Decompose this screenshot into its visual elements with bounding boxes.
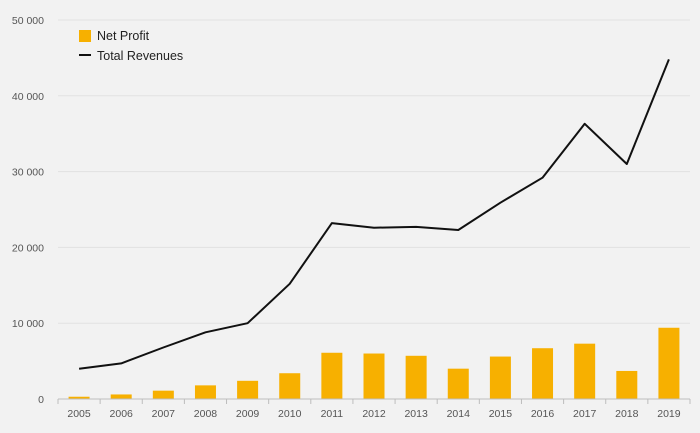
x-tick-label: 2012	[362, 408, 386, 420]
bar-net-profit	[363, 353, 385, 399]
x-tick-label: 2005	[67, 408, 91, 420]
bar-net-profit	[110, 394, 132, 399]
bar-net-profit	[489, 356, 511, 399]
y-tick-label: 0	[38, 394, 44, 406]
x-tick-label: 2017	[573, 408, 597, 420]
y-tick-label: 30 000	[12, 167, 44, 179]
grid-layer	[58, 19, 690, 324]
line-layer	[78, 59, 670, 370]
axis-layer: 0 10 000 20 000 30 000 40 000 50 000 2005 2006 2…	[12, 15, 691, 420]
y-tick-label: 40 000	[12, 91, 44, 103]
x-tick-label: 2015	[489, 408, 513, 420]
x-tick-label: 2008	[194, 408, 218, 420]
bar-net-profit	[279, 373, 301, 399]
x-tick-label: 2018	[615, 408, 639, 420]
bar-net-profit	[237, 380, 259, 399]
legend: Net Profit Total Revenues	[79, 29, 183, 63]
legend-label-net-profit: Net Profit	[97, 29, 150, 43]
line-total-revenues	[78, 59, 670, 370]
x-tick-label: 2011	[321, 408, 344, 420]
bar-net-profit	[574, 343, 596, 399]
legend-swatch-net-profit	[79, 30, 91, 42]
bar-net-profit	[194, 385, 216, 399]
bar-net-profit	[532, 348, 554, 399]
x-tick-label: 2009	[236, 408, 260, 420]
y-tick-label: 20 000	[12, 242, 44, 254]
legend-label-total-revenues: Total Revenues	[97, 49, 183, 63]
x-tick-label: 2013	[404, 408, 428, 420]
x-tick-label: 2006	[110, 408, 134, 420]
x-tick-label: 2019	[657, 408, 681, 420]
bar-net-profit	[616, 370, 638, 399]
y-tick-label: 50 000	[12, 15, 44, 27]
bar-net-profit	[321, 352, 343, 399]
bar-net-profit	[68, 396, 90, 399]
bar-net-profit	[447, 368, 469, 399]
x-tick-label: 2014	[447, 408, 471, 420]
x-tick-label: 2016	[531, 408, 555, 420]
bar-net-profit	[152, 390, 174, 399]
bar-net-profit	[658, 327, 680, 399]
x-tick-label: 2007	[152, 408, 176, 420]
bar-net-profit	[405, 355, 427, 399]
x-tick-label: 2010	[278, 408, 302, 420]
bar-layer	[68, 327, 680, 399]
y-tick-label: 10 000	[12, 318, 44, 330]
